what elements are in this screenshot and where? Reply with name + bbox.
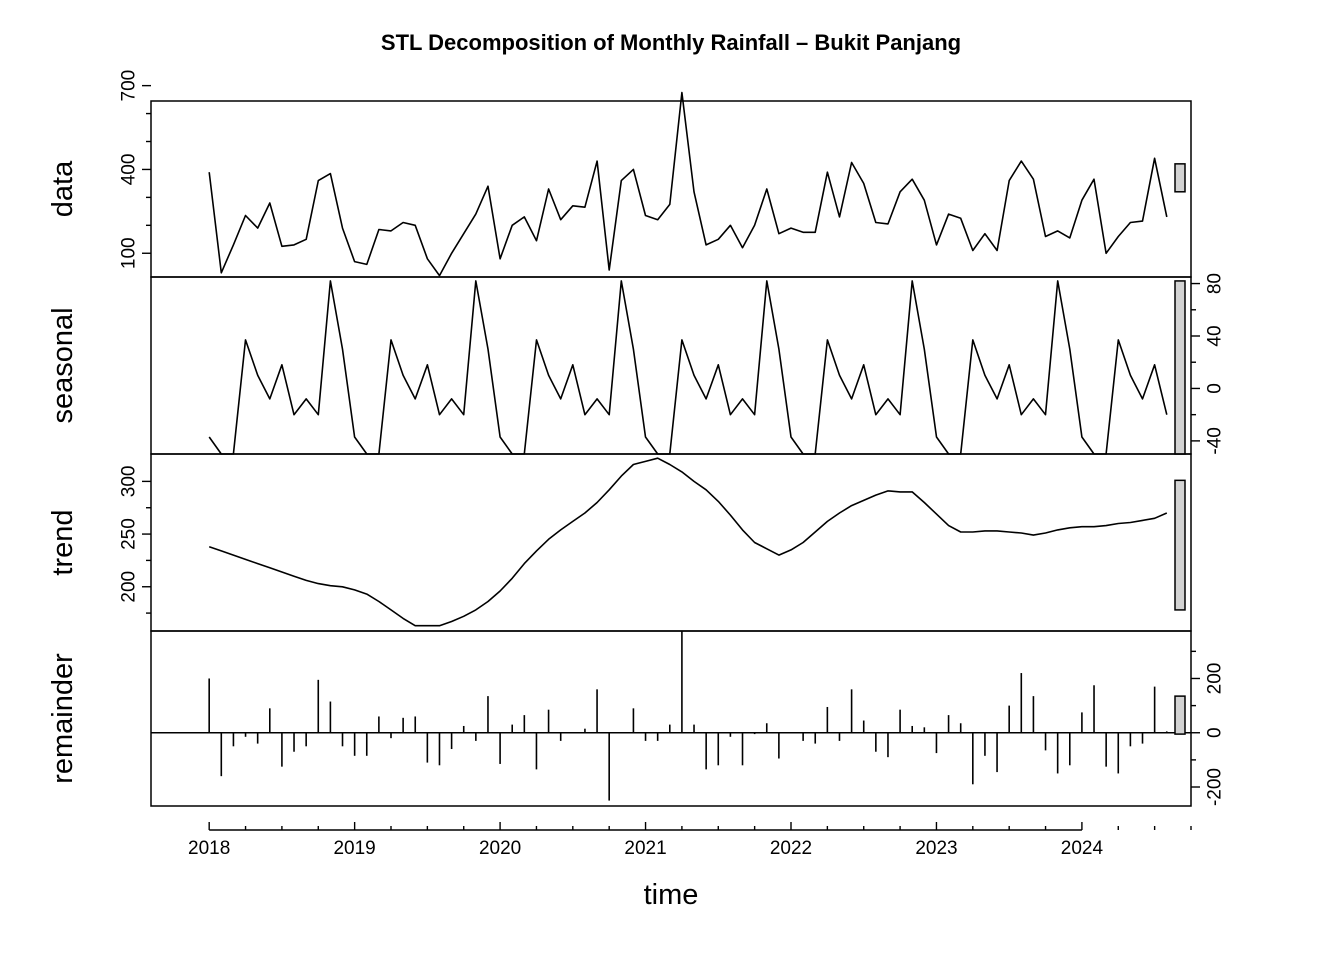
panel-seasonal: seasonal -40 0 40 80 <box>47 273 1226 455</box>
data-y-tick-label: 700 <box>119 70 140 102</box>
x-tick-label: 2023 <box>915 838 957 859</box>
remainder-y-tick-label: 200 <box>1205 663 1226 695</box>
remainder-y-tick-label: -200 <box>1205 768 1226 806</box>
x-tick-label: 2022 <box>770 838 812 859</box>
seasonal-series-line <box>209 281 1167 454</box>
x-tick-label: 2024 <box>1061 838 1104 859</box>
seasonal-y-tick-label: -40 <box>1205 427 1226 454</box>
data-y-tick-label: 100 <box>119 237 140 269</box>
x-tick-label: 2019 <box>333 838 375 859</box>
panel-trend: trend 200 250 300 <box>47 454 1191 631</box>
seasonal-panel-frame <box>151 277 1191 454</box>
seasonal-panel-label: seasonal <box>47 307 79 423</box>
seasonal-y-tick-label: 80 <box>1205 273 1226 294</box>
trend-series-line <box>209 458 1167 626</box>
data-panel-label: data <box>47 160 79 217</box>
remainder-scale-bar <box>1175 696 1185 734</box>
panel-remainder: remainder -200 0 200 <box>47 631 1226 806</box>
panels: data 100 400 700 seasonal -40 0 40 80 trend 200 250… <box>47 70 1226 806</box>
seasonal-y-tick-label: 0 <box>1205 383 1226 394</box>
trend-scale-bar <box>1175 480 1185 610</box>
trend-panel-label: trend <box>47 509 79 575</box>
x-tick-label: 2021 <box>624 838 666 859</box>
panel-data: data 100 400 700 <box>47 70 1191 277</box>
trend-y-tick-label: 200 <box>119 571 140 603</box>
trend-y-tick-label: 300 <box>119 466 140 498</box>
trend-y-tick-label: 250 <box>119 518 140 550</box>
seasonal-scale-bar <box>1175 281 1185 454</box>
seasonal-y-tick-label: 40 <box>1205 325 1226 346</box>
x-tick-label: 2018 <box>188 838 230 859</box>
remainder-panel-frame <box>151 631 1191 806</box>
x-axis-title: time <box>644 879 699 911</box>
chart-title: STL Decomposition of Monthly Rainfall – … <box>381 30 961 55</box>
data-y-tick-label: 400 <box>119 154 140 186</box>
data-scale-bar <box>1175 164 1185 192</box>
data-series-line <box>209 93 1167 276</box>
remainder-panel-label: remainder <box>47 653 79 784</box>
x-axis: 2018 2019 2020 2021 2022 2023 2024 <box>188 822 1191 859</box>
trend-panel-frame <box>151 454 1191 631</box>
x-tick-label: 2020 <box>479 838 521 859</box>
remainder-y-tick-label: 0 <box>1205 727 1226 738</box>
